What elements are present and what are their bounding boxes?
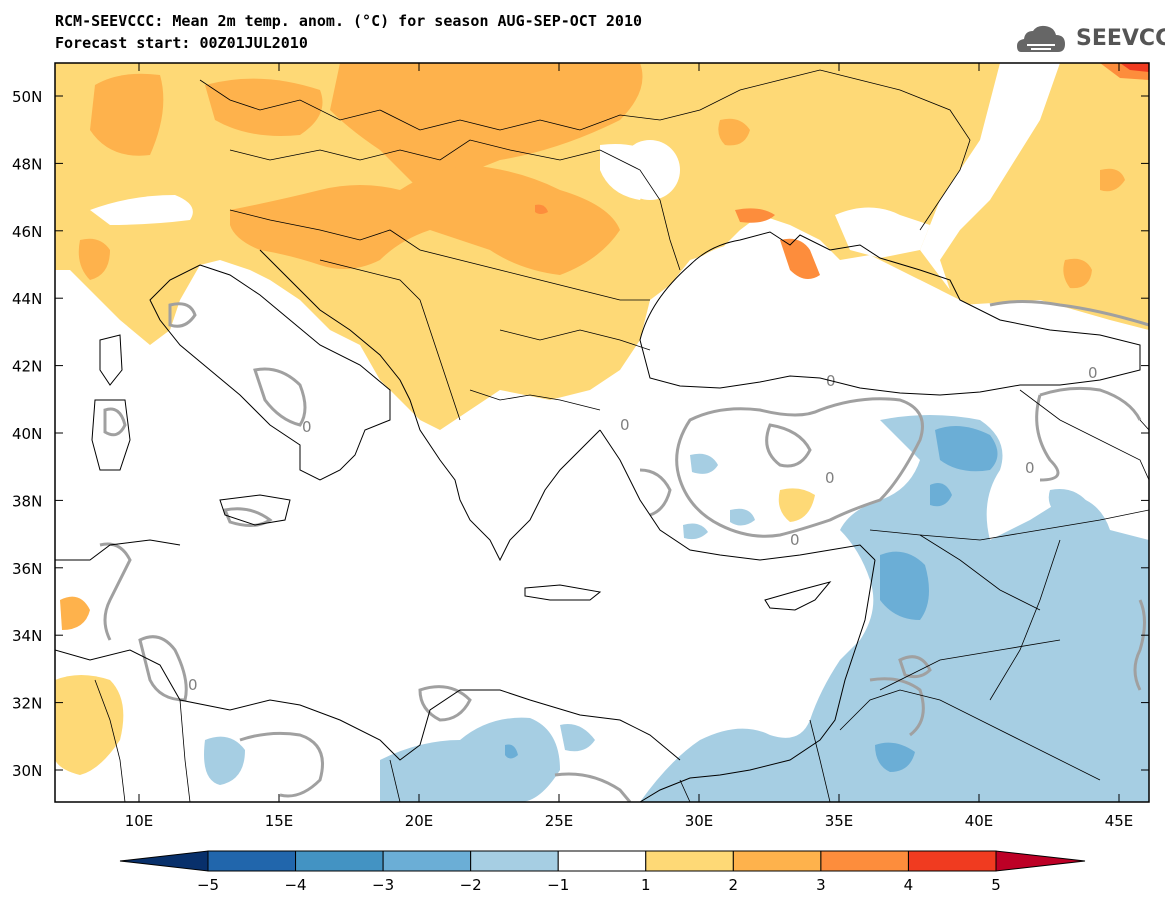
lon-label: 20E [405, 812, 434, 830]
colorbar-label: −4 [284, 876, 306, 894]
colorbar-segment [470, 850, 559, 872]
lon-label: 25E [545, 812, 574, 830]
colorbar-segment [557, 850, 647, 872]
contour-label: 0 [188, 676, 198, 694]
colorbar-label: −1 [547, 876, 569, 894]
contour-label: 0 [790, 531, 800, 549]
lat-label: 46N [12, 223, 42, 241]
lon-label: 40E [965, 812, 994, 830]
colorbar-label: 5 [991, 876, 1001, 894]
colorbar-label: 4 [904, 876, 914, 894]
contour-label: 0 [302, 418, 312, 436]
lat-label: 50N [12, 88, 42, 106]
lat-label: 36N [12, 560, 42, 578]
lat-label: 48N [12, 155, 42, 173]
colorbar-segment [645, 850, 734, 872]
lon-label: 30E [685, 812, 714, 830]
colorbar-low-end [119, 850, 209, 872]
colorbar-label: 2 [729, 876, 739, 894]
lon-label: 45E [1105, 812, 1134, 830]
colorbar-segment [907, 850, 997, 872]
colorbar-label: 3 [816, 876, 826, 894]
forecast-start-label: Forecast start: 00Z01JUL2010 [55, 34, 308, 52]
longitude-axis: 10E 15E 20E 25E 30E 35E 40E 45E [125, 63, 1134, 830]
lon-label: 35E [825, 812, 854, 830]
contour-label: 0 [620, 416, 630, 434]
lat-label: 44N [12, 290, 42, 308]
lat-label: 32N [12, 695, 42, 713]
contour-label: 0 [1025, 459, 1035, 477]
contour-label: 0 [1088, 364, 1098, 382]
warm-region-libya [55, 675, 124, 775]
colorbar-segment [732, 850, 822, 872]
map-fields: 0 0 0 0 0 0 0 0 [55, 63, 1149, 802]
colorbar-label: −5 [197, 876, 219, 894]
lat-label: 34N [12, 627, 42, 645]
cloud-logo-icon [1017, 25, 1065, 52]
country-borders [94, 69, 1149, 802]
lon-label: 15E [265, 812, 294, 830]
colorbar-label: 1 [641, 876, 651, 894]
colorbar-segment [207, 850, 297, 872]
lat-label: 42N [12, 358, 42, 376]
lon-label: 10E [125, 812, 154, 830]
logo-text: SEEVCCC [1076, 26, 1165, 51]
cooler-regions [505, 426, 998, 772]
warm-patches [60, 63, 1125, 630]
coastlines [55, 231, 1141, 802]
colorbar-label: −3 [372, 876, 394, 894]
lat-label: 40N [12, 425, 42, 443]
lat-label: 38N [12, 492, 42, 510]
lat-label: 30N [12, 762, 42, 780]
colorbar: −5 −4 −3 −2 −1 1 2 3 4 5 [119, 850, 1086, 894]
colorbar-high-end [995, 850, 1086, 872]
colorbar-segment [295, 850, 384, 872]
zero-contours [99, 300, 1149, 802]
contour-label: 0 [825, 469, 835, 487]
colorbar-segment [382, 850, 472, 872]
colorbar-label: −2 [460, 876, 482, 894]
map-title: RCM-SEEVCCC: Mean 2m temp. anom. (°C) fo… [55, 12, 642, 30]
colorbar-segment [820, 850, 909, 872]
latitude-axis: 50N 48N 46N 44N 42N 40N 38N 36N 34N 32N 30N [12, 88, 1149, 780]
